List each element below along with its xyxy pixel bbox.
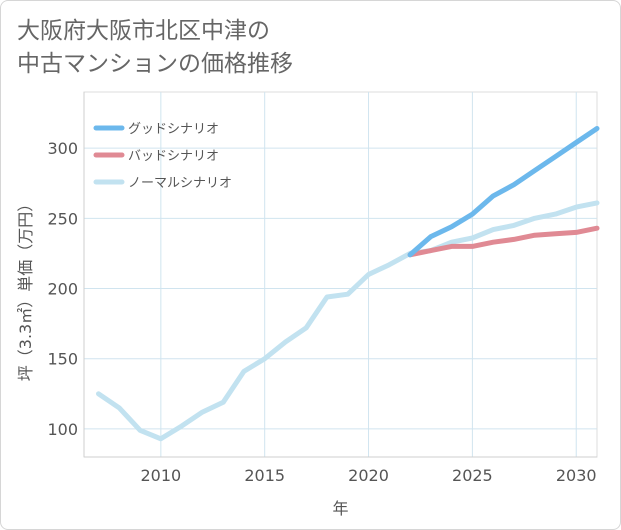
chart-title-line2: 中古マンションの価格推移: [17, 51, 293, 77]
y-tick-label: 200: [47, 280, 78, 299]
x-tick-label: 2025: [452, 466, 493, 485]
y-tick-label: 300: [47, 139, 78, 158]
x-tick-label: 2010: [140, 466, 181, 485]
y-tick-label: 150: [47, 350, 78, 369]
y-tick-label: 250: [47, 209, 78, 228]
legend-label-0: グッドシナリオ: [128, 122, 219, 137]
y-axis-label: 坪（3.3㎡）単価（万円）: [16, 196, 35, 381]
legend-label-1: バッドシナリオ: [128, 149, 219, 164]
x-axis-label: 年: [332, 499, 348, 518]
series-lines: [96, 126, 600, 442]
grid: [83, 91, 598, 458]
axes: 2010 2015 2020 2025 2030 100 150 200 250 300 年 坪（3.…: [16, 92, 597, 518]
x-tick-label: 2030: [556, 466, 597, 485]
chart-title: 大阪府大阪市北区中津の 中古マンションの価格推移: [17, 15, 293, 81]
x-tick-label: 2015: [244, 466, 285, 485]
series-line-1: [407, 225, 600, 258]
chart-title-line1: 大阪府大阪市北区中津の: [17, 18, 270, 44]
series-line-0: [407, 126, 600, 258]
x-tick-label: 2020: [348, 466, 389, 485]
series-line-2: [96, 200, 600, 442]
legend-label-2: ノーマルシナリオ: [128, 176, 232, 191]
y-tick-label: 100: [47, 420, 78, 439]
